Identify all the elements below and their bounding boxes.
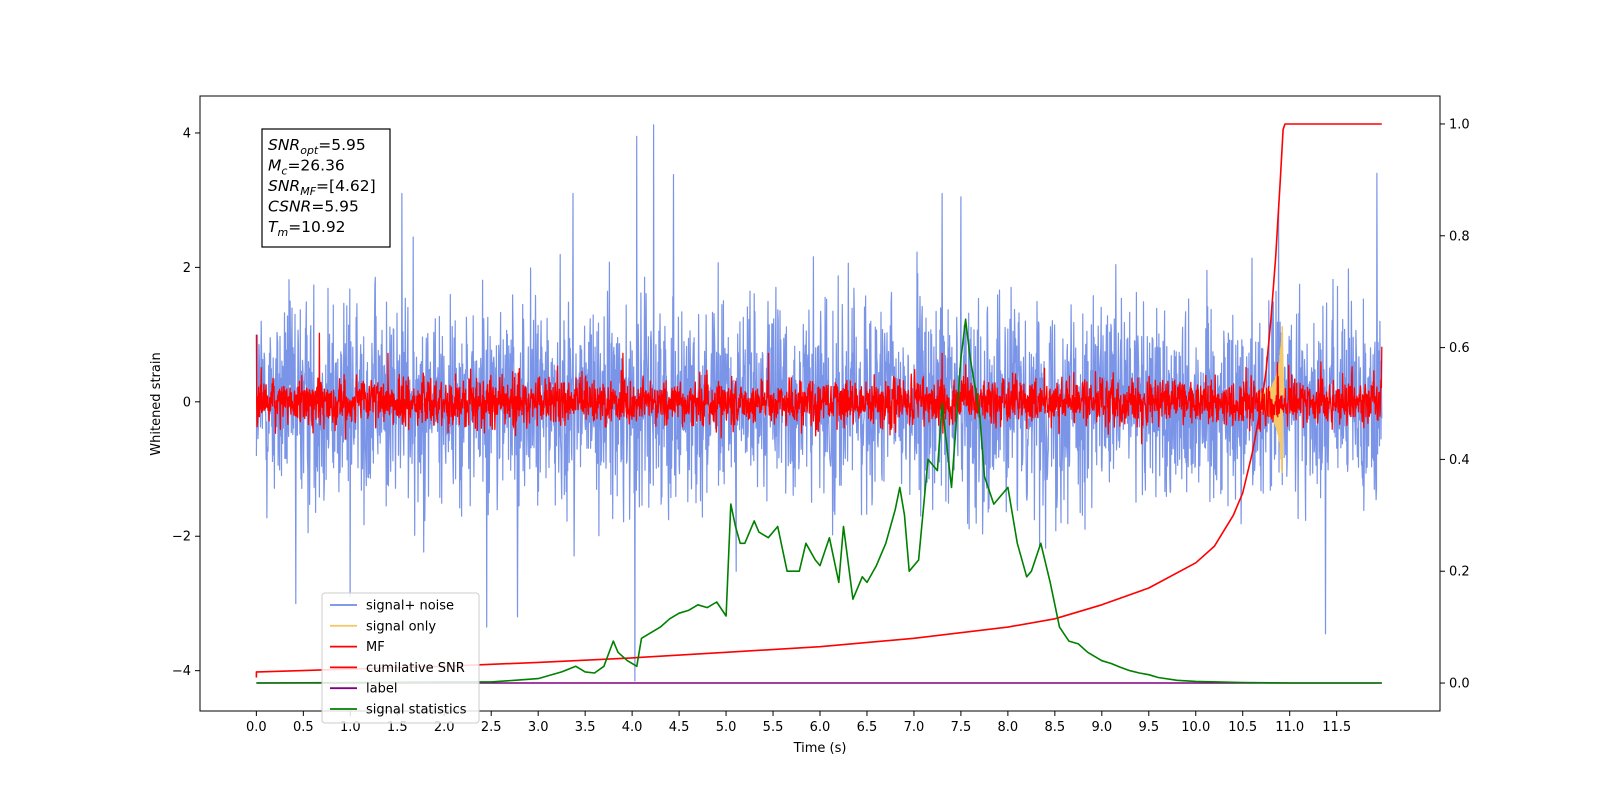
x-tick-label: 7.0 <box>904 720 925 735</box>
y2-tick-label: 0.0 <box>1449 677 1470 692</box>
x-axis-label: Time (s) <box>793 741 847 756</box>
y-tick-label: −2 <box>172 530 191 545</box>
x-axis: 0.0 0.5 1.0 1.5 2.0 2.5 3.0 3.5 4.0 4.5 5.0 5.5 6.0 6… <box>246 711 1351 735</box>
x-tick-label: 1.0 <box>340 720 361 735</box>
legend-label: signal only <box>366 619 436 634</box>
x-tick-label: 0.0 <box>246 720 267 735</box>
x-tick-label: 1.5 <box>387 720 408 735</box>
series-line-4 <box>255 123 1382 678</box>
series-line-3 <box>255 332 1383 445</box>
x-tick-label: 5.5 <box>763 720 784 735</box>
x-tick-label: 4.0 <box>622 720 643 735</box>
y-tick-label: 4 <box>183 126 191 141</box>
y-tick-label: 2 <box>183 261 191 276</box>
snr-info-box: SNRopt=5.95Mc=26.36SNRMF=[4.62]CSNR=5.95… <box>261 128 391 248</box>
y2-tick-label: 0.8 <box>1449 229 1470 244</box>
series-line-6 <box>256 318 1382 684</box>
x-tick-label: 2.0 <box>434 720 455 735</box>
x-tick-label: 3.0 <box>528 720 549 735</box>
x-tick-label: 8.0 <box>998 720 1019 735</box>
x-tick-label: 4.5 <box>669 720 690 735</box>
info-line: CSNR=5.95 <box>268 198 359 216</box>
x-tick-label: 2.5 <box>481 720 502 735</box>
legend-label: signal+ noise <box>366 599 454 614</box>
x-tick-label: 7.5 <box>951 720 972 735</box>
x-tick-label: 6.0 <box>810 720 831 735</box>
y-axis-left: −4 −2 0 2 4 <box>172 126 200 679</box>
y-axis-label: Whitened strain <box>149 352 164 455</box>
x-tick-label: 6.5 <box>857 720 878 735</box>
legend-label: cumilative SNR <box>366 661 465 676</box>
legend-label: label <box>366 682 397 697</box>
x-tick-label: 9.5 <box>1138 720 1159 735</box>
y-tick-label: −4 <box>172 664 191 679</box>
x-tick-label: 11.0 <box>1275 720 1304 735</box>
x-tick-label: 10.0 <box>1181 720 1210 735</box>
info-line: Mc=26.36 <box>268 157 345 178</box>
y-tick-label: 0 <box>183 395 191 410</box>
legend-label: signal statistics <box>366 703 467 718</box>
y-axis-right: 0.0 0.2 0.4 0.6 0.8 1.0 <box>1440 117 1470 692</box>
y2-tick-label: 0.2 <box>1449 565 1470 580</box>
series-layer <box>255 123 1383 684</box>
info-line: SNRopt=5.95 <box>268 136 366 157</box>
x-tick-label: 9.0 <box>1091 720 1112 735</box>
x-tick-label: 5.0 <box>716 720 737 735</box>
legend-label: MF <box>366 640 385 655</box>
x-tick-label: 3.5 <box>575 720 596 735</box>
y2-tick-label: 0.4 <box>1449 453 1470 468</box>
y2-tick-label: 1.0 <box>1449 117 1470 132</box>
x-tick-label: 0.5 <box>293 720 314 735</box>
y2-tick-label: 0.6 <box>1449 341 1470 356</box>
info-line: Tm=10.92 <box>268 218 346 239</box>
legend: signal+ noise signal only MF cumilative SNR… <box>321 592 480 724</box>
info-line: SNRMF=[4.62] <box>268 177 376 198</box>
x-tick-label: 10.5 <box>1228 720 1257 735</box>
x-tick-label: 8.5 <box>1045 720 1066 735</box>
x-tick-label: 11.5 <box>1322 720 1351 735</box>
